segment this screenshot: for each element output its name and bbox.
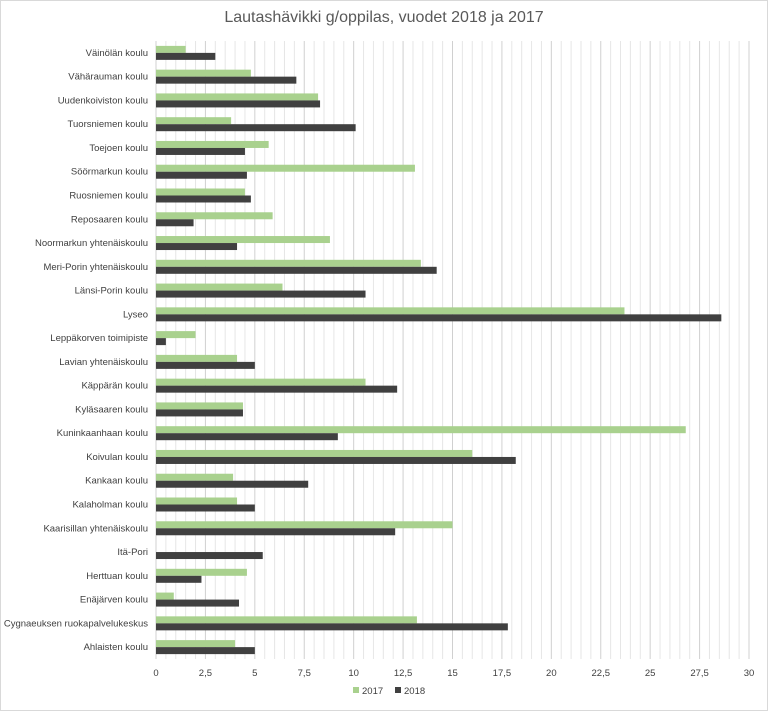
category-label: Cygnaeuksen ruokapalvelukeskus: [4, 618, 148, 629]
bar-2018: [156, 385, 398, 393]
bar-2017: [156, 45, 186, 53]
bar-2018: [156, 100, 321, 108]
category-label: Meri-Porin yhtenäiskoulu: [43, 262, 148, 273]
legend-label: 2017: [362, 686, 383, 697]
category-label: Lyseo: [123, 309, 148, 320]
bar-2018: [156, 409, 243, 417]
bar-2018: [156, 266, 437, 274]
bar-2017: [156, 212, 273, 220]
x-tick-label: 30: [744, 668, 755, 679]
bar-2018: [156, 52, 216, 60]
bar-2017: [156, 378, 366, 386]
x-tick-label: 25: [645, 668, 656, 679]
category-label: Noormarkun yhtenäiskoulu: [35, 238, 148, 249]
category-label: Kuninkaanhaan koulu: [57, 428, 148, 439]
bar-2017: [156, 331, 196, 339]
category-label: Käppärän koulu: [81, 381, 148, 392]
category-label: Lavian yhtenäiskoulu: [59, 357, 148, 368]
bar-2017: [156, 521, 453, 529]
category-label: Tuorsniemen koulu: [68, 119, 148, 130]
bar-2017: [156, 640, 236, 648]
category-label: Itä-Pori: [117, 547, 148, 558]
bar-2018: [156, 552, 263, 560]
category-label: Söörmarkun koulu: [71, 167, 148, 178]
bar-2018: [156, 338, 166, 346]
bar-2018: [156, 290, 366, 298]
category-label: Uudenkoiviston koulu: [58, 95, 148, 106]
category-label: Reposaaren koulu: [71, 214, 148, 225]
bar-2017: [156, 449, 473, 457]
bar-2018: [156, 575, 202, 583]
legend-swatch-2017: [353, 687, 359, 693]
bar-2017: [156, 93, 319, 101]
x-tick-label: 7,5: [298, 668, 311, 679]
x-tick-label: 20: [546, 668, 557, 679]
bar-2017: [156, 164, 415, 172]
bar-2017: [156, 354, 238, 362]
category-label: Ahlaisten koulu: [84, 642, 148, 653]
bar-2017: [156, 592, 174, 600]
bar-2018: [156, 243, 238, 251]
x-tick-label: 5: [252, 668, 257, 679]
category-label: Ruosniemen koulu: [69, 191, 148, 202]
category-label: Leppäkorven toimipiste: [50, 333, 148, 344]
category-label: Kalaholman koulu: [72, 500, 148, 511]
bar-2018: [156, 480, 309, 488]
x-tick-label: 27,5: [690, 668, 709, 679]
category-label: Koivulan koulu: [86, 452, 148, 463]
legend-swatch-2018: [395, 687, 401, 693]
legend-label: 2018: [404, 686, 425, 697]
x-tick-label: 15: [447, 668, 458, 679]
bar-2018: [156, 647, 255, 655]
category-label: Enäjärven koulu: [80, 595, 148, 606]
bar-2018: [156, 219, 194, 227]
x-tick-label: 17,5: [493, 668, 512, 679]
bar-2017: [156, 497, 238, 505]
bar-2018: [156, 528, 396, 536]
category-label: Kaarisillan yhtenäiskoulu: [43, 523, 148, 534]
x-tick-label: 22,5: [592, 668, 611, 679]
x-tick-label: 0: [153, 668, 158, 679]
bar-2017: [156, 616, 417, 624]
bar-2017: [156, 259, 421, 267]
category-label: Länsi-Porin koulu: [75, 286, 148, 297]
x-tick-label: 10: [348, 668, 359, 679]
bar-2017: [156, 473, 234, 481]
bar-2018: [156, 623, 508, 631]
bar-2017: [156, 236, 330, 244]
category-label: Toejoen koulu: [89, 143, 148, 154]
bar-2018: [156, 76, 297, 84]
category-label: Herttuan koulu: [86, 571, 148, 582]
x-tick-label: 2,5: [199, 668, 212, 679]
bar-2018: [156, 314, 722, 322]
bar-2018: [156, 361, 255, 369]
bar-2017: [156, 426, 686, 434]
bar-2018: [156, 124, 356, 132]
bar-2018: [156, 195, 251, 203]
bar-2017: [156, 568, 247, 576]
category-label: Kankaan koulu: [85, 476, 148, 487]
bar-2017: [156, 140, 269, 148]
x-tick-label: 12,5: [394, 668, 413, 679]
bar-2018: [156, 504, 255, 512]
bar-2018: [156, 147, 245, 155]
bar-2018: [156, 171, 247, 179]
category-label: Väinölän koulu: [86, 48, 148, 59]
bar-2017: [156, 402, 243, 410]
category-label: Kyläsaaren koulu: [75, 404, 148, 415]
bar-2017: [156, 69, 251, 77]
bar-2017: [156, 188, 245, 196]
bar-2018: [156, 433, 338, 441]
category-label: Vähärauman koulu: [68, 72, 148, 83]
bar-2018: [156, 599, 240, 607]
bar-2017: [156, 117, 232, 125]
bar-2017: [156, 283, 283, 291]
bar-2017: [156, 307, 625, 315]
bar-2018: [156, 456, 516, 464]
chart-title: Lautashävikki g/oppilas, vuodet 2018 ja …: [224, 9, 544, 26]
